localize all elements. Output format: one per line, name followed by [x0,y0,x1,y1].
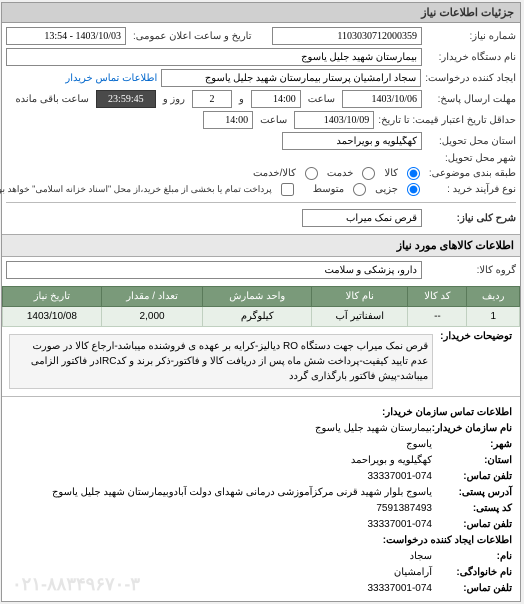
radio-goods-label: کالا [382,168,402,179]
td-date: 1403/10/08 [4,307,103,327]
radio-goods[interactable] [408,167,421,180]
radio-service[interactable] [363,167,376,180]
radio-medium[interactable] [354,183,367,196]
row-city: شهر محل تحویل: [7,153,517,164]
need-number-field[interactable] [273,27,423,45]
td-code: -- [409,307,468,327]
fax-line: تلفن تماس:33337001-074 [11,517,513,533]
goods-group-field[interactable] [7,261,423,279]
category-label: طبقه بندی موضوعی: [427,168,517,179]
req-creator-title: اطلاعات ایجاد کننده درخواست: [11,533,513,549]
buyer-name-field[interactable] [7,48,423,66]
row-deadline: مهلت ارسال پاسخ: ساعت و روز و ساعت باقی … [7,90,517,108]
row-category: طبقه بندی موضوعی: کالا خدمت کالا/خدمت [7,167,517,180]
td-unit: کیلوگرم [204,307,313,327]
td-qty: 2,000 [102,307,204,327]
phone-line: تلفن تماس:33337001-074 [11,469,513,485]
need-number-label: شماره نیاز: [427,31,517,42]
org-name-line: نام سازمان خریدار:بیمارستان شهید جلیل یا… [11,421,513,437]
rc-phone-line: تلفن تماس:33337001-074 [11,581,513,597]
row-validity: حداقل تاریخ اعتبار قیمت: تا تاریخ: ساعت [7,111,517,129]
announce-field[interactable] [7,27,127,45]
table-header-row: ردیف کد کالا نام کالا واحد شمارش تعداد /… [4,287,521,307]
goods-group-area: گروه کالا: [3,257,521,286]
radio-goods-service-label: کالا/خدمت [251,168,300,179]
city-label: شهر محل تحویل: [427,153,517,164]
contact-title: اطلاعات تماس سازمان خریدار: [11,405,513,421]
radio-medium-label: متوسط [311,184,348,195]
validity-date-field[interactable] [295,111,375,129]
addr-line: آدرس پستی:یاسوج بلوار شهید قرنی مرکزآموز… [11,485,513,501]
hour-label-1: ساعت [306,94,339,105]
row-province: استان محل تحویل: [7,132,517,150]
form-area: شماره نیاز: تاریخ و ساعت اعلان عمومی: نا… [3,23,521,234]
goods-info-title: اطلاعات کالاهای مورد نیاز [3,234,521,257]
rc-name-line: نام:سجاد [11,549,513,565]
row-key-desc: شرح کلی نیاز: [7,209,517,227]
city-line: شهر:یاسوج [11,437,513,453]
announce-label: تاریخ و ساعت اعلان عمومی: [131,31,256,42]
buyer-desc-wrap: توضیحات خریدار: قرص نمک میراب جهت دستگاه… [7,331,517,392]
treasury-label: پرداخت تمام یا بخشی از مبلغ خرید،از محل … [0,184,276,195]
th-row: ردیف [468,287,521,307]
days-field[interactable] [193,90,233,108]
treasury-checkbox[interactable] [282,183,295,196]
th-qty: تعداد / مقدار [102,287,204,307]
row-process: نوع فرآیند خرید : جزیی متوسط پرداخت تمام… [7,183,517,196]
buyer-desc-text: قرص نمک میراب جهت دستگاه RO دیالیز-کرایه… [10,334,434,389]
radio-service-label: خدمت [325,168,358,179]
province-line: استان:کهگیلویه و بویراحمد [11,453,513,469]
rc-family-line: نام خانوادگی:آرامشیان [11,565,513,581]
key-desc-label: شرح کلی نیاز: [427,213,517,224]
th-unit: واحد شمارش [204,287,313,307]
creator-label: ایجاد کننده درخواست: [426,73,517,84]
radio-goods-service[interactable] [306,167,319,180]
hour-label-2: ساعت [258,115,291,126]
remaining-time-field [97,90,157,108]
td-row: 1 [468,307,521,327]
key-desc-field[interactable] [303,209,423,227]
need-details-panel: جزئیات اطلاعات نیاز شماره نیاز: تاریخ و … [2,2,522,602]
contact-info-link[interactable]: اطلاعات تماس خریدار [66,73,158,84]
province-label: استان محل تحویل: [427,136,517,147]
creator-field[interactable] [162,69,422,87]
row-goods-group: گروه کالا: [7,261,517,279]
td-name: اسفناتیر آب [313,307,409,327]
and-label: و [237,94,248,105]
radio-minor[interactable] [408,183,421,196]
postcode-line: کد پستی:7591387493 [11,501,513,517]
remaining-label: ساعت باقی مانده [13,94,92,105]
deadline-label: مهلت ارسال پاسخ: [427,94,517,105]
th-name: نام کالا [313,287,409,307]
buyer-desc-label: توضیحات خریدار: [437,331,517,392]
th-code: کد کالا [409,287,468,307]
validity-label: حداقل تاریخ اعتبار قیمت: تا تاریخ: [379,115,517,126]
row-buyer-name: نام دستگاه خریدار: [7,48,517,66]
province-field[interactable] [283,132,423,150]
deadline-date-field[interactable] [343,90,423,108]
radio-minor-label: جزیی [373,184,402,195]
process-label: نوع فرآیند خرید : [427,184,517,195]
validity-hour-field[interactable] [204,111,254,129]
th-date: تاریخ نیاز [4,287,103,307]
row-creator: ایجاد کننده درخواست: اطلاعات تماس خریدار [7,69,517,87]
days-label: روز و [161,94,189,105]
contact-section: اطلاعات تماس سازمان خریدار: نام سازمان خ… [3,401,521,601]
buyer-name-label: نام دستگاه خریدار: [427,52,517,63]
table-row[interactable]: 1 -- اسفناتیر آب کیلوگرم 2,000 1403/10/0… [4,307,521,327]
panel-title: جزئیات اطلاعات نیاز [3,3,521,23]
row-need-number: شماره نیاز: تاریخ و ساعت اعلان عمومی: [7,27,517,45]
goods-table: ردیف کد کالا نام کالا واحد شمارش تعداد /… [3,286,521,327]
goods-group-label: گروه کالا: [427,265,517,276]
deadline-hour-field[interactable] [252,90,302,108]
